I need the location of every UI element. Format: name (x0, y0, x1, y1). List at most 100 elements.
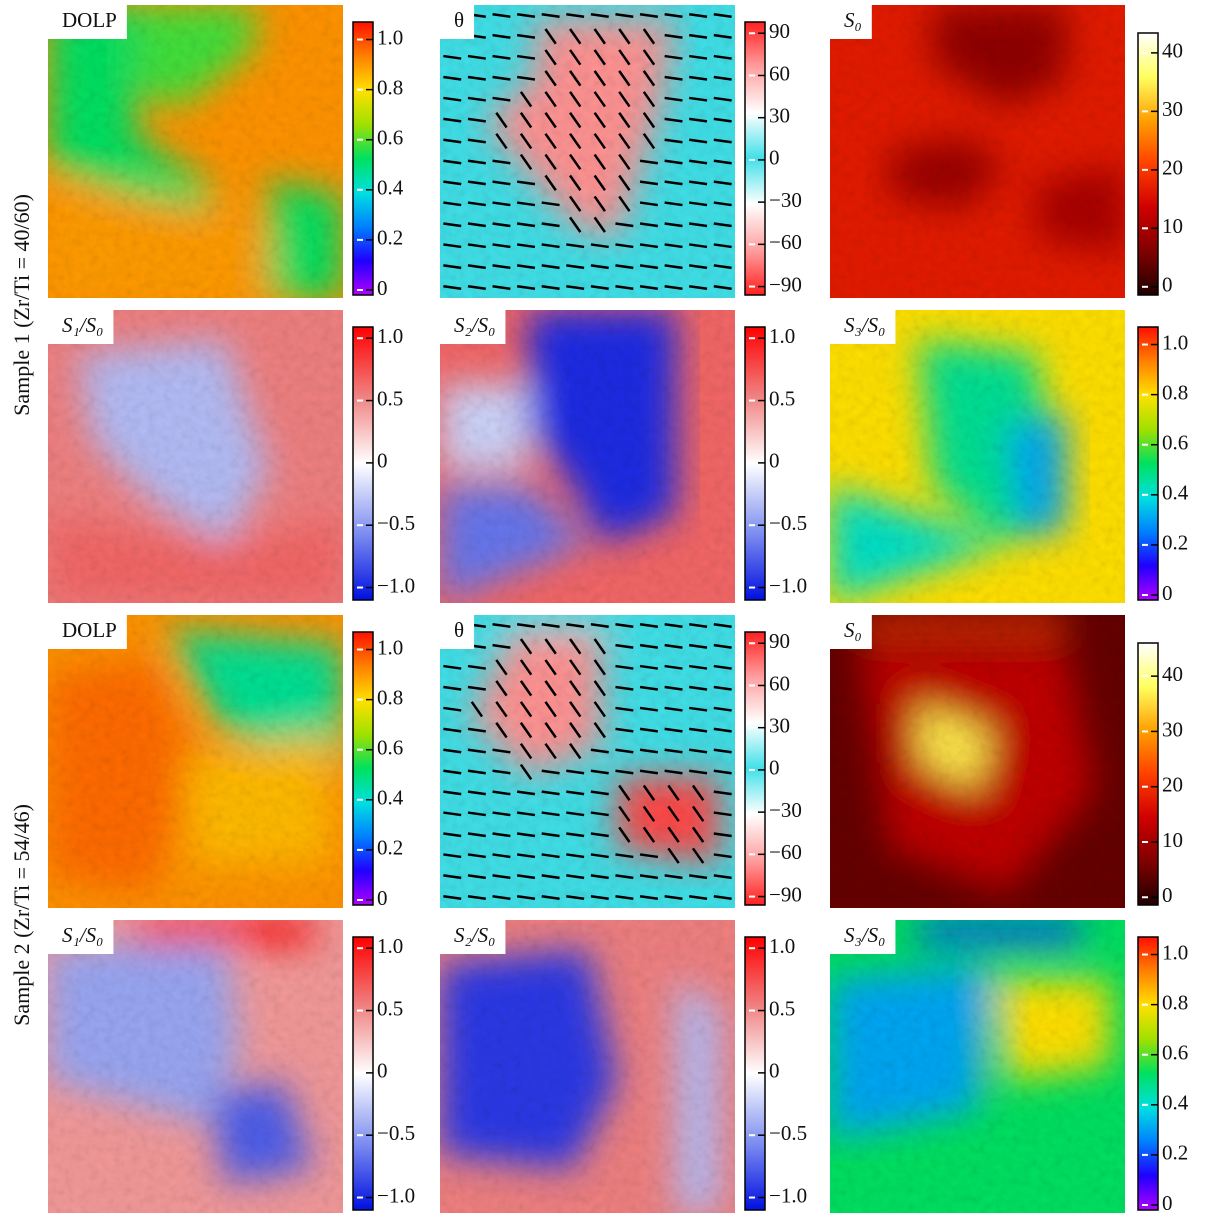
orientation-dash (590, 895, 609, 901)
orientation-dash (516, 75, 536, 81)
colorbar-tick-label: 0 (377, 449, 388, 473)
colorbar-tick-label: 0.8 (1162, 380, 1188, 404)
colorbar-tick-label: 0.8 (1162, 990, 1188, 1014)
colorbar-tick-label: 30 (769, 714, 790, 738)
image-panel: θ (440, 5, 735, 298)
orientation-dash (642, 49, 656, 66)
orientation-dash (615, 285, 634, 291)
orientation-dash (667, 784, 680, 801)
orientation-dash (713, 285, 732, 291)
orientation-dash (544, 49, 557, 66)
orientation-dash (639, 12, 659, 18)
orientation-dash (689, 117, 708, 123)
orientation-dash (713, 790, 732, 796)
orientation-dash (664, 222, 683, 228)
orientation-dash (713, 54, 732, 60)
orientation-dash (713, 12, 732, 18)
orientation-dash (639, 622, 659, 628)
orientation-dash (664, 243, 683, 249)
orientation-dash (689, 685, 708, 691)
orientation-dash (443, 159, 462, 165)
orientation-dash (443, 222, 462, 228)
orientation-dash (443, 201, 462, 207)
colorbar-tick-label: −90 (769, 272, 802, 296)
orientation-dash (689, 243, 708, 249)
panel-label: S₃/S₀ (844, 313, 885, 337)
orientation-dash (664, 874, 683, 880)
orientation-dash (492, 243, 511, 249)
orientation-dash (590, 264, 609, 270)
orientation-dash (664, 138, 683, 144)
panel-label: S₂/S₀ (454, 313, 495, 337)
orientation-dash (467, 685, 486, 691)
label-box (830, 920, 896, 954)
colorbar-tick-label: 0 (769, 449, 780, 473)
orientation-dash (618, 49, 631, 66)
orientation-dash (667, 826, 680, 843)
orientation-dash (642, 132, 656, 150)
colorbar-tick-label: 0.2 (377, 836, 403, 860)
orientation-dash (443, 790, 462, 796)
orientation-dash (642, 112, 656, 129)
panel-label: θ (454, 8, 464, 32)
orientation-dash (664, 96, 683, 102)
orientation-dash (713, 853, 732, 859)
orientation-dash (569, 638, 582, 655)
orientation-dash (467, 285, 486, 291)
orientation-dash (495, 680, 508, 697)
colorbar-tick-label: 60 (769, 671, 790, 695)
colorbar-tick-label: −0.5 (769, 1121, 807, 1145)
orientation-dash (541, 769, 560, 775)
orientation-dash (664, 727, 683, 733)
colorbar-tick-label: 0 (1162, 883, 1173, 907)
orientation-dash (689, 706, 708, 712)
orientation-dash (541, 832, 560, 838)
colorbar-tick-label: 10 (1162, 214, 1183, 238)
panel-label: S₁/S₀ (62, 313, 103, 337)
orientation-dash (443, 117, 462, 123)
colorbar-tick-label: 20 (1162, 156, 1183, 180)
colorbar-tick-label: 0 (769, 146, 780, 170)
orientation-dash (618, 826, 631, 843)
orientation-dash (667, 805, 680, 822)
colorbar-tick-label: −0.5 (769, 511, 807, 535)
orientation-dash (689, 180, 708, 186)
speckle (48, 310, 343, 603)
speckle (830, 615, 1125, 908)
orientation-dash (713, 180, 732, 186)
orientation-dash (566, 264, 585, 270)
orientation-dash (689, 664, 708, 670)
orientation-dash (443, 243, 462, 249)
orientation-dash (639, 159, 659, 165)
orientation-dash (541, 874, 560, 880)
image (830, 5, 1125, 298)
colorbar-tick-label: 0.6 (1162, 1041, 1188, 1065)
orientation-dash (639, 222, 659, 228)
orientation-dash (495, 722, 508, 739)
orientation-dash (590, 874, 609, 880)
orientation-dash (492, 201, 511, 207)
speckle (440, 5, 735, 298)
orientation-dash (639, 264, 659, 270)
orientation-dash (541, 811, 560, 817)
orientation-dash (516, 622, 536, 628)
colorbar (352, 21, 374, 296)
orientation-dash (713, 138, 732, 144)
orientation-dash (615, 622, 634, 628)
orientation-dash (664, 664, 683, 670)
colorbar-tick-label: 0 (769, 1059, 780, 1083)
orientation-dash (467, 201, 486, 207)
orientation-dash (664, 706, 683, 712)
orientation-dash (689, 874, 708, 880)
orientation-dash (467, 180, 486, 186)
image-panel: θ (440, 615, 735, 908)
orientation-dash (590, 243, 609, 249)
image-panel: S₃/S₀ (830, 920, 1125, 1213)
orientation-dash (590, 853, 609, 859)
orientation-dash (664, 748, 683, 754)
orientation-dash (615, 769, 634, 775)
orientation-dash (443, 832, 462, 838)
orientation-dash (642, 28, 656, 45)
orientation-dash (566, 285, 585, 291)
